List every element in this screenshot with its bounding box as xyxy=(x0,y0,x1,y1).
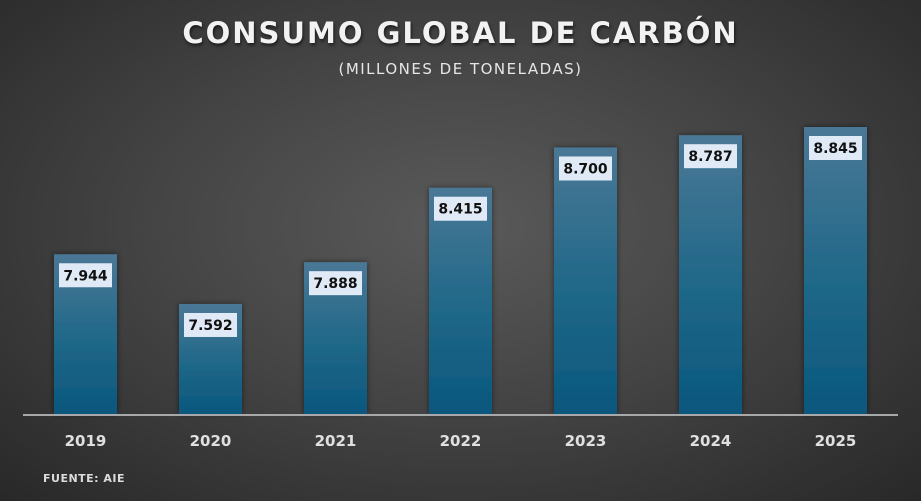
x-tick-label: 2020 xyxy=(190,432,232,450)
data-label-box xyxy=(309,271,362,296)
data-label: 7.944 xyxy=(63,268,108,284)
data-label: 8.415 xyxy=(438,202,482,218)
data-label: 8.787 xyxy=(688,149,732,165)
chart-title: CONSUMO GLOBAL DE CARBÓN xyxy=(182,16,739,50)
bar-2024 xyxy=(679,135,742,414)
data-label-box xyxy=(809,136,862,160)
source-note: FUENTE: AIE xyxy=(43,472,126,485)
bar-2025 xyxy=(804,127,867,414)
data-label: 7.592 xyxy=(188,318,232,334)
bar-2023 xyxy=(554,147,617,414)
x-tick-label: 2021 xyxy=(315,432,357,450)
x-tick-label: 2024 xyxy=(690,432,732,450)
data-label: 8.845 xyxy=(813,141,857,157)
data-label: 8.700 xyxy=(563,161,608,177)
data-label: 7.888 xyxy=(313,276,357,292)
data-label-box xyxy=(684,144,737,169)
x-tick-label: 2023 xyxy=(565,432,607,450)
x-tick-label: 2025 xyxy=(815,432,857,450)
chart-subtitle: (MILLONES DE TONELADAS) xyxy=(338,60,583,78)
x-axis-line xyxy=(23,414,898,416)
x-tick-label: 2019 xyxy=(65,432,107,450)
x-tick-label: 2022 xyxy=(440,432,482,450)
data-label-box xyxy=(434,196,487,221)
data-label-box xyxy=(59,263,112,288)
bar-2022 xyxy=(429,187,492,414)
data-label-box xyxy=(184,312,237,337)
data-label-box xyxy=(559,156,612,181)
